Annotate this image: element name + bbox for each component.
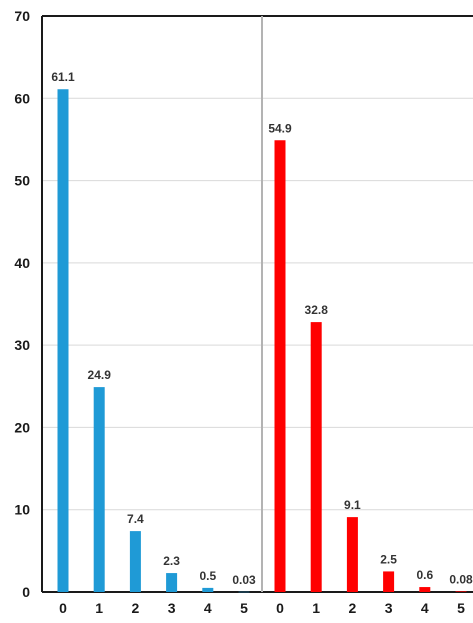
bar-group1-4 <box>202 587 214 592</box>
gridlines <box>42 97 473 511</box>
bar-group1-0 <box>57 89 69 592</box>
bar-group2-3 <box>383 571 395 592</box>
x-tick-label-group1-4: 4 <box>204 600 212 616</box>
x-tick-label-group2-3: 3 <box>385 600 393 616</box>
bar-group2-2 <box>346 517 358 592</box>
x-tick-label-group1-0: 0 <box>59 600 67 616</box>
y-tick-label-0: 0 <box>22 584 30 600</box>
x-tick-label-group2-5: 5 <box>457 600 465 616</box>
y-tick-label-60: 60 <box>14 90 30 106</box>
bar-group1-5 <box>238 591 250 593</box>
x-tick-label-group2-2: 2 <box>349 600 357 616</box>
data-label-group1-4: 0.5 <box>199 569 216 583</box>
x-tick-label-group1-2: 2 <box>132 600 140 616</box>
axes <box>41 15 473 593</box>
data-label-group1-5: 0.03 <box>232 573 256 587</box>
y-tick-label-70: 70 <box>14 8 30 24</box>
bars <box>57 89 467 593</box>
bar-group1-2 <box>129 531 141 592</box>
y-tick-label-50: 50 <box>14 173 30 189</box>
data-label-group1-1: 24.9 <box>88 368 112 382</box>
data-label-group2-1: 32.8 <box>305 303 329 317</box>
y-tick-label-20: 20 <box>14 419 30 435</box>
data-label-group2-0: 54.9 <box>268 121 292 135</box>
data-label-group2-4: 0.6 <box>416 568 433 582</box>
bar-group2-5 <box>455 591 467 592</box>
bar-group2-4 <box>419 587 431 592</box>
data-label-group1-2: 7.4 <box>127 512 144 526</box>
x-tick-label-group2-0: 0 <box>276 600 284 616</box>
y-tick-label-10: 10 <box>14 502 30 518</box>
x-tick-label-group1-5: 5 <box>240 600 248 616</box>
data-label-group2-2: 9.1 <box>344 498 361 512</box>
labels: 01020304050607061.1024.917.422.330.540.0… <box>14 8 473 616</box>
bar-group1-3 <box>166 573 178 592</box>
bar-group1-1 <box>93 387 105 592</box>
data-label-group1-0: 61.1 <box>51 70 75 84</box>
x-tick-label-group1-3: 3 <box>168 600 176 616</box>
data-label-group1-3: 2.3 <box>163 554 180 568</box>
x-tick-label-group1-1: 1 <box>95 600 103 616</box>
x-tick-label-group2-1: 1 <box>312 600 320 616</box>
data-label-group2-3: 2.5 <box>380 552 397 566</box>
x-tick-label-group2-4: 4 <box>421 600 429 616</box>
data-label-group2-5: 0.08 <box>449 572 473 586</box>
y-tick-label-30: 30 <box>14 337 30 353</box>
y-tick-label-40: 40 <box>14 255 30 271</box>
bar-group2-0 <box>274 140 286 592</box>
bar-group2-1 <box>310 322 322 592</box>
